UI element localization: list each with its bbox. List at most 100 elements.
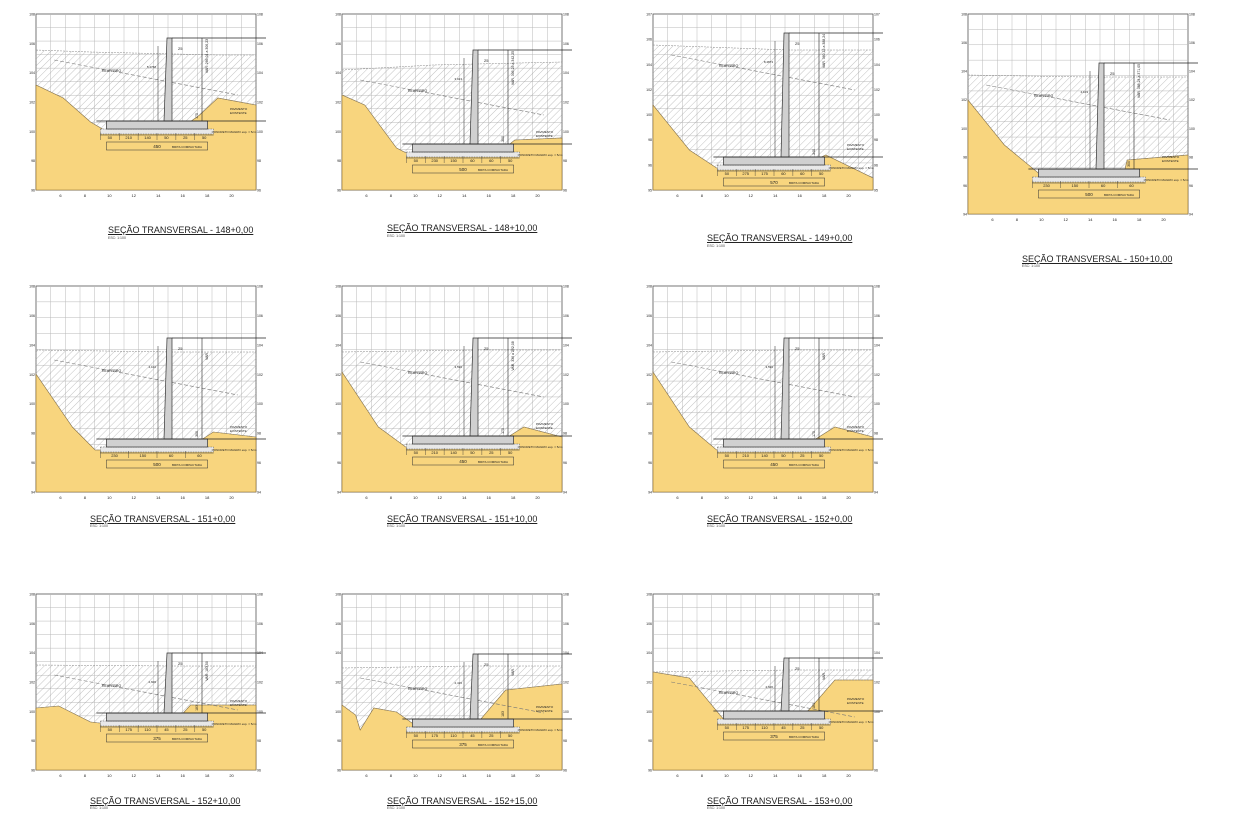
x-tick-label: 20 [229,193,234,198]
lean-concrete-label: CONCRETO MAGRO esp. = 5cm [212,722,257,726]
total-dimension-box [723,731,825,741]
footing-dimension: 60 [1101,183,1106,188]
x-tick-label: 6 [365,193,368,198]
footing-dimension: 140 [450,450,457,455]
y-tick-label: 104 [646,651,652,655]
gravel-layer [406,726,520,733]
original-terrain-line [671,361,855,398]
pavement-label: PAVIMENTO [230,107,248,111]
gravel-layer [717,164,831,171]
x-tick-label: 20 [1161,217,1166,222]
original-terrain-line [671,681,855,718]
footing-dimension: 110 [761,725,768,730]
y-tick-label: 108 [335,593,341,597]
wall-footing [106,120,208,130]
stem-dimension: 300 [1127,161,1131,167]
section-caption: SEÇÃO TRANSVERSAL - 152+0,00 [707,514,853,524]
x-tick-label: 14 [773,773,778,778]
cross-section-drawing: REATERRO CONCRETO MAGRO esp. = 5cm BRITA C… [335,13,572,198]
y-tick-label: 100 [335,130,341,134]
y-tick-label: 102 [646,88,652,92]
cross-section-panel: REATERRO CONCRETO MAGRO esp. = 5cm BRITA C… [645,10,887,252]
scale-note: ESC: 1:100 [387,806,405,810]
y-tick-label: 106 [335,622,341,626]
y-tick-label: 96 [563,189,567,193]
y-tick-label: 108 [563,593,569,597]
y-tick-label: 104 [29,343,35,347]
x-tick-label: 6 [59,773,62,778]
gravel-label: BRITA COMPACTADA [789,463,819,467]
height-dimension: VAR. [511,668,515,676]
x-tick-label: 6 [365,495,368,500]
y-tick-label: 102 [29,101,35,105]
y-tick-label: 104 [257,343,263,347]
x-tick-label: 8 [701,193,704,198]
total-dimension-box [412,456,514,466]
y-tick-label: 102 [29,681,35,685]
pavement-label: EXISTENTE [1162,159,1179,163]
section-caption: SEÇÃO TRANSVERSAL - 152+15,00 [387,796,538,806]
x-tick-label: 20 [535,495,540,500]
y-tick-label: 98 [257,432,261,436]
y-tick-label: 96 [963,184,967,188]
x-tick-label: 20 [846,193,851,198]
x-tick-label: 18 [822,773,827,778]
gravel-layer [100,128,214,135]
y-tick-label: 98 [963,155,967,159]
footing-dimension: 50 [819,725,824,730]
y-tick-label: 96 [1189,184,1193,188]
footing-dimension: 45 [470,733,475,738]
wall-footing [412,435,514,445]
y-tick-label: 108 [646,285,652,289]
total-width-dimension: 450 [459,459,467,464]
stem-dimension: 175 [195,113,199,119]
pavement-label: PAVIMENTO [536,422,554,426]
backfill-hatch [652,349,874,451]
height-dimension: VAR. 266,04 a 306,23 [205,39,209,73]
footing-dimension: 60 [781,171,786,176]
x-tick-label: 16 [180,193,185,198]
original-terrain-line [54,674,238,711]
footing-dimension: 60 [169,453,174,458]
x-tick-label: 14 [156,773,161,778]
x-tick-label: 14 [462,773,467,778]
y-tick-label: 102 [1189,98,1195,102]
backfill-hatch [35,49,257,133]
y-tick-label: 106 [29,622,35,626]
y-tick-label: 104 [335,343,341,347]
original-terrain-line [986,84,1170,121]
x-tick-label: 10 [107,495,112,500]
y-tick-label: 98 [31,739,35,743]
y-tick-label: 104 [335,651,341,655]
y-tick-label: 104 [646,343,652,347]
footing-dimension: 50 [108,135,113,140]
stem-dimension: 300 [195,431,199,437]
footing-dimension: 60 [197,453,202,458]
y-tick-label: 98 [31,159,35,163]
gravel-layer [717,718,831,725]
gravel-label: BRITA COMPACTADA [478,168,508,172]
y-tick-label: 108 [646,593,652,597]
y-tick-label: 100 [563,402,569,406]
wall-footing [723,438,825,448]
y-tick-label: 102 [563,373,569,377]
footing-dimension: 60 [1129,183,1134,188]
stem-dimension: 8,4873 [764,60,774,64]
original-terrain-line [360,677,544,714]
y-tick-label: 104 [874,343,880,347]
cross-section-drawing: REATERRO CONCRETO MAGRO esp. = 5cm BRITA C… [646,285,883,500]
gravel-label: BRITA COMPACTADA [172,145,202,149]
section-caption: SEÇÃO TRANSVERSAL - 148+0,00 [108,225,254,235]
gravel-label: BRITA COMPACTADA [172,463,202,467]
y-tick-label: 96 [257,461,261,465]
x-tick-label: 8 [701,773,704,778]
footing-dimension: 50 [414,450,419,455]
scale-note: ESC: 1:100 [1022,264,1040,268]
footing-dimension: 50 [414,158,419,163]
x-tick-label: 10 [724,495,729,500]
scale-note: ESC: 1:100 [707,806,725,810]
x-tick-label: 16 [1112,217,1117,222]
footing-dimension: 25 [800,725,805,730]
y-tick-label: 94 [257,491,261,495]
y-tick-label: 94 [31,491,35,495]
